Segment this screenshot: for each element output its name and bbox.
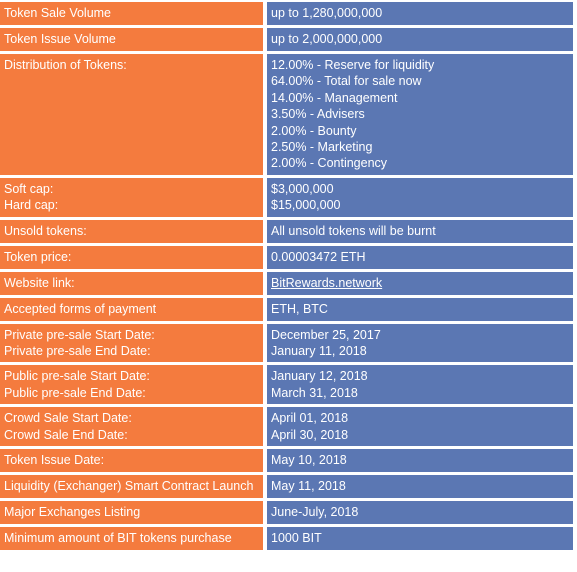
row-value: 1000 BIT	[267, 527, 573, 551]
table-row: Distribution of Tokens: 12.00% - Reserve…	[0, 54, 573, 175]
distribution-item: 14.00% - Management	[271, 90, 398, 105]
table-row: Token price: 0.00003472 ETH	[0, 245, 573, 269]
label-text: Token Sale Volume	[4, 6, 112, 21]
row-value: BitRewards.network	[267, 271, 573, 295]
label-text: Token price:	[4, 249, 72, 264]
label-text: Token Issue Volume	[4, 32, 116, 47]
label-text: Website link:	[4, 275, 75, 290]
distribution-item: 2.50% - Marketing	[271, 140, 373, 155]
row-value: 12.00% - Reserve for liquidity 64.00% - …	[267, 54, 573, 175]
row-label: Token price:	[0, 245, 267, 269]
table-row: Website link: BitRewards.network	[0, 271, 573, 295]
value-text: May 10, 2018	[271, 453, 347, 468]
value-text: up to 2,000,000,000	[271, 32, 383, 47]
value-text: ETH, BTC	[271, 301, 328, 316]
value-text: December 25, 2017	[271, 327, 381, 342]
value-text: up to 1,280,000,000	[271, 6, 383, 21]
label-text: Major Exchanges Listing	[4, 505, 141, 520]
table-row: Major Exchanges Listing June-July, 2018	[0, 501, 573, 525]
value-text: May 11, 2018	[271, 479, 346, 494]
label-text: Crowd Sale End Date:	[4, 427, 128, 442]
row-value: January 12, 2018 March 31, 2018	[267, 365, 573, 405]
row-label: Public pre-sale Start Date: Public pre-s…	[0, 365, 267, 405]
distribution-item: 64.00% - Total for sale now	[271, 74, 422, 89]
row-value: June-July, 2018	[267, 501, 573, 525]
label-text: Private pre-sale Start Date:	[4, 327, 155, 342]
label-text: Accepted forms of payment	[4, 301, 157, 316]
label-text: Private pre-sale End Date:	[4, 344, 151, 359]
table-row: Crowd Sale Start Date: Crowd Sale End Da…	[0, 407, 573, 447]
row-label: Token Issue Date:	[0, 449, 267, 473]
table-row: Accepted forms of payment ETH, BTC	[0, 297, 573, 321]
distribution-item: 12.00% - Reserve for liquidity	[271, 58, 435, 72]
row-label: Minimum amount of BIT tokens purchase	[0, 527, 267, 551]
distribution-item: 2.00% - Contingency	[271, 156, 388, 171]
label-text: Hard cap:	[4, 198, 59, 213]
row-value: up to 1,280,000,000	[267, 2, 573, 25]
label-text: Soft cap:	[4, 181, 54, 196]
value-text: January 12, 2018	[271, 369, 368, 384]
row-value: up to 2,000,000,000	[267, 28, 573, 51]
table-row: Token Issue Date: May 10, 2018	[0, 449, 573, 473]
value-text: April 01, 2018	[271, 411, 349, 426]
row-label: Unsold tokens:	[0, 219, 267, 243]
label-text: Liquidity (Exchanger) Smart Contract Lau…	[4, 479, 254, 494]
label-text: Crowd Sale Start Date:	[4, 411, 132, 426]
row-value: April 01, 2018 April 30, 2018	[267, 407, 573, 447]
label-text: Minimum amount of BIT tokens purchase	[4, 531, 232, 546]
row-label: Accepted forms of payment	[0, 297, 267, 321]
row-value: 0.00003472 ETH	[267, 245, 573, 269]
row-label: Soft cap: Hard cap:	[0, 177, 267, 217]
row-value: $3,000,000 $15,000,000	[267, 177, 573, 217]
table-row: Token Sale Volume up to 1,280,000,000	[0, 2, 573, 25]
row-value: May 11, 2018	[267, 475, 573, 499]
label-text: Distribution of Tokens:	[4, 58, 127, 72]
value-text: $15,000,000	[271, 198, 341, 213]
row-label: Token Sale Volume	[0, 2, 267, 25]
label-text: Public pre-sale Start Date:	[4, 369, 150, 384]
table-row: Private pre-sale Start Date: Private pre…	[0, 323, 573, 363]
website-link[interactable]: BitRewards.network	[271, 275, 383, 290]
value-text: 1000 BIT	[271, 531, 322, 546]
row-value: December 25, 2017 January 11, 2018	[267, 323, 573, 363]
label-text: Token Issue Date:	[4, 453, 105, 468]
distribution-item: 2.00% - Bounty	[271, 123, 357, 138]
row-value: All unsold tokens will be burnt	[267, 219, 573, 243]
row-label: Distribution of Tokens:	[0, 54, 267, 175]
row-label: Liquidity (Exchanger) Smart Contract Lau…	[0, 475, 267, 499]
table-row: Public pre-sale Start Date: Public pre-s…	[0, 365, 573, 405]
value-text: $3,000,000	[271, 181, 334, 196]
value-text: April 30, 2018	[271, 427, 349, 442]
value-text: March 31, 2018	[271, 385, 358, 400]
value-text: June-July, 2018	[271, 505, 359, 520]
table-row: Soft cap: Hard cap: $3,000,000 $15,000,0…	[0, 177, 573, 217]
table-row: Liquidity (Exchanger) Smart Contract Lau…	[0, 475, 573, 499]
table-row: Minimum amount of BIT tokens purchase 10…	[0, 527, 573, 551]
label-text: Unsold tokens:	[4, 223, 87, 238]
row-value: May 10, 2018	[267, 449, 573, 473]
row-label: Website link:	[0, 271, 267, 295]
row-label: Private pre-sale Start Date: Private pre…	[0, 323, 267, 363]
value-text: All unsold tokens will be burnt	[271, 223, 436, 238]
distribution-item: 3.50% - Advisers	[271, 107, 365, 122]
token-sale-table: Token Sale Volume up to 1,280,000,000 To…	[0, 2, 573, 551]
table-row: Unsold tokens: All unsold tokens will be…	[0, 219, 573, 243]
row-label: Crowd Sale Start Date: Crowd Sale End Da…	[0, 407, 267, 447]
table-row: Token Issue Volume up to 2,000,000,000	[0, 28, 573, 51]
row-label: Token Issue Volume	[0, 28, 267, 51]
label-text: Public pre-sale End Date:	[4, 385, 146, 400]
row-label: Major Exchanges Listing	[0, 501, 267, 525]
row-value: ETH, BTC	[267, 297, 573, 321]
value-text: January 11, 2018	[271, 344, 367, 359]
value-text: 0.00003472 ETH	[271, 249, 366, 264]
